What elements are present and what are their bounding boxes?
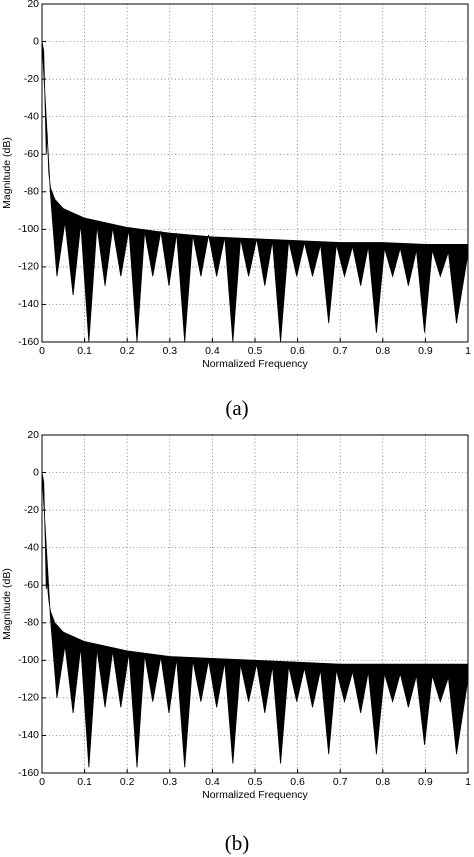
y-tick-label: 0 — [33, 466, 39, 478]
x-tick-label: 0.6 — [290, 345, 305, 357]
y-tick-label: -40 — [24, 110, 39, 122]
x-tick-label: 0.9 — [418, 776, 433, 788]
x-tick-label: 0.4 — [205, 345, 220, 357]
y-tick-label: -100 — [18, 223, 39, 235]
y-tick-label: -120 — [18, 692, 39, 704]
y-tick-label: -80 — [24, 617, 39, 629]
x-tick-label: 0.8 — [375, 345, 390, 357]
x-tick-label: 0.7 — [333, 776, 348, 788]
magnitude-band — [41, 472, 469, 768]
caption: (a) — [225, 396, 248, 420]
x-tick-label: 1 — [465, 776, 471, 788]
x-tick-label: 0.1 — [77, 345, 92, 357]
x-tick-label: 0.7 — [333, 345, 348, 357]
x-tick-label: 0 — [39, 776, 45, 788]
x-tick-label: 0 — [39, 345, 45, 357]
y-axis-label: Magnitude (dB) — [1, 137, 13, 209]
x-tick-label: 0.9 — [418, 345, 433, 357]
x-tick-label: 0.2 — [120, 345, 135, 357]
x-axis-label: Normalized Frequency — [202, 789, 308, 801]
y-tick-label: 0 — [33, 35, 39, 47]
y-tick-label: -60 — [24, 148, 39, 160]
y-tick-label: -140 — [18, 729, 39, 741]
y-tick-label: -60 — [24, 579, 39, 591]
y-tick-label: 20 — [27, 429, 39, 441]
axes-frame — [41, 434, 469, 774]
axes-frame — [41, 3, 469, 343]
y-tick-label: 20 — [27, 0, 39, 10]
x-tick-label: 0.1 — [77, 776, 92, 788]
y-tick-label: -20 — [24, 73, 39, 85]
y-tick-label: -120 — [18, 261, 39, 273]
x-tick-label: 0.2 — [120, 776, 135, 788]
x-tick-label: 0.4 — [205, 776, 220, 788]
x-tick-label: 0.5 — [248, 345, 263, 357]
x-tick-label: 0.6 — [290, 776, 305, 788]
x-tick-label: 0.3 — [162, 345, 177, 357]
x-tick-label: 0.5 — [248, 776, 263, 788]
y-tick-label: -140 — [18, 298, 39, 310]
caption: (b) — [225, 831, 250, 855]
y-axis-label: Magnitude (dB) — [1, 568, 13, 640]
y-tick-label: -20 — [24, 504, 39, 516]
x-axis-label: Normalized Frequency — [202, 358, 308, 370]
x-tick-label: 0.8 — [375, 776, 390, 788]
y-tick-label: -100 — [18, 654, 39, 666]
y-tick-label: -160 — [18, 767, 39, 779]
y-tick-label: -80 — [24, 186, 39, 198]
x-tick-label: 1 — [465, 345, 471, 357]
y-tick-label: -160 — [18, 336, 39, 348]
x-tick-label: 0.3 — [162, 776, 177, 788]
y-tick-label: -40 — [24, 541, 39, 553]
